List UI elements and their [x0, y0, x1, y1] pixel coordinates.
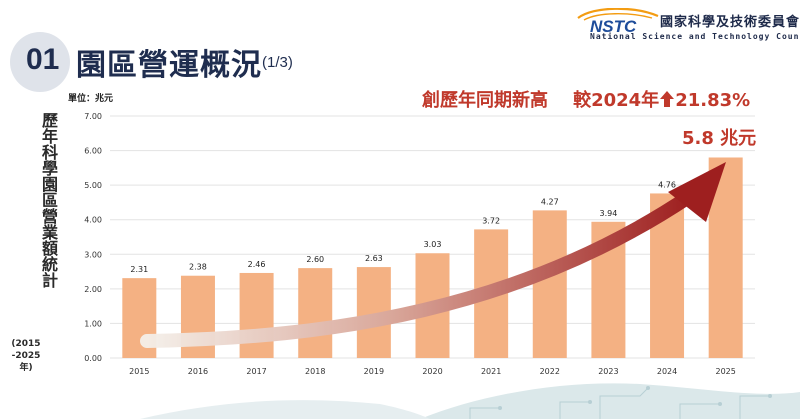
- callout-2025-value: 5.8 兆元: [682, 128, 757, 149]
- x-tick-label: 2021: [481, 367, 501, 376]
- logo-name-cn: 國家科學及技術委員會: [660, 15, 800, 30]
- x-tick-label: 2019: [364, 367, 384, 376]
- x-tick-label: 2024: [657, 367, 677, 376]
- bar-2022: [532, 210, 567, 358]
- x-tick-label: 2022: [540, 367, 560, 376]
- x-tick-label: 2016: [188, 367, 208, 376]
- y-tick-label: 6.00: [84, 147, 102, 156]
- x-tick-label: 2023: [598, 367, 618, 376]
- x-tick-label: 2018: [305, 367, 325, 376]
- label-layer: 0.00 1.00 2.00 3.00 4.00 5.00 6.00 7.00 2015 2.31…: [84, 112, 736, 376]
- data-label-2022: 4.27: [541, 197, 559, 206]
- headline: 創歷年同期新高 較2024年 21.83%: [422, 86, 750, 112]
- nstc-logo-mark: NSTC: [577, 8, 659, 34]
- page-title: 園區營運概況: [76, 48, 262, 83]
- nstc-logo: NSTC 國家科學及技術委員會 National Science and Tec…: [574, 8, 800, 44]
- section-number: 01: [26, 43, 60, 76]
- data-label-2017: 2.46: [248, 260, 266, 269]
- data-label-2019: 2.63: [365, 254, 383, 263]
- headline-part1: 創歷年同期新高: [422, 90, 548, 111]
- page-subtitle: (1/3): [262, 54, 293, 71]
- bar-layer: [122, 157, 743, 358]
- headline-part3: 21.83%: [675, 90, 751, 111]
- y-tick-label: 7.00: [84, 112, 102, 121]
- data-label-2018: 2.60: [306, 255, 324, 264]
- data-label-2015: 2.31: [130, 265, 148, 274]
- y-tick-label: 4.00: [84, 216, 102, 225]
- up-arrow-icon: [660, 91, 675, 107]
- bar-2017: [239, 272, 274, 358]
- data-label-2021: 3.72: [482, 216, 500, 225]
- data-label-2020: 3.03: [424, 240, 442, 249]
- y-tick-label: 3.00: [84, 250, 102, 259]
- y-tick-label: 5.00: [84, 181, 102, 190]
- side-label-range: (2015 -2025 年): [11, 339, 41, 373]
- data-label-2016: 2.38: [189, 263, 207, 272]
- data-label-2024: 4.76: [658, 180, 676, 189]
- headline-part2: 較2024年: [573, 90, 660, 111]
- logo-name-en: National Science and Technology Council: [590, 32, 800, 41]
- bar-2018: [298, 268, 333, 358]
- x-tick-label: 2025: [716, 367, 736, 376]
- side-label: 歷年科學園區營業額統計: [39, 112, 58, 288]
- y-tick-label: 0.00: [84, 354, 102, 363]
- x-tick-label: 2020: [422, 367, 442, 376]
- unit-label: 單位：兆元: [68, 94, 114, 104]
- x-tick-label: 2017: [246, 367, 266, 376]
- y-tick-label: 2.00: [84, 285, 102, 294]
- trend-arrow: [140, 162, 726, 348]
- y-tick-label: 1.00: [84, 319, 102, 328]
- x-tick-label: 2015: [129, 367, 149, 376]
- logo-mark-text: NSTC: [590, 17, 637, 34]
- data-label-2023: 3.94: [600, 209, 618, 218]
- section-number-badge: [10, 32, 70, 92]
